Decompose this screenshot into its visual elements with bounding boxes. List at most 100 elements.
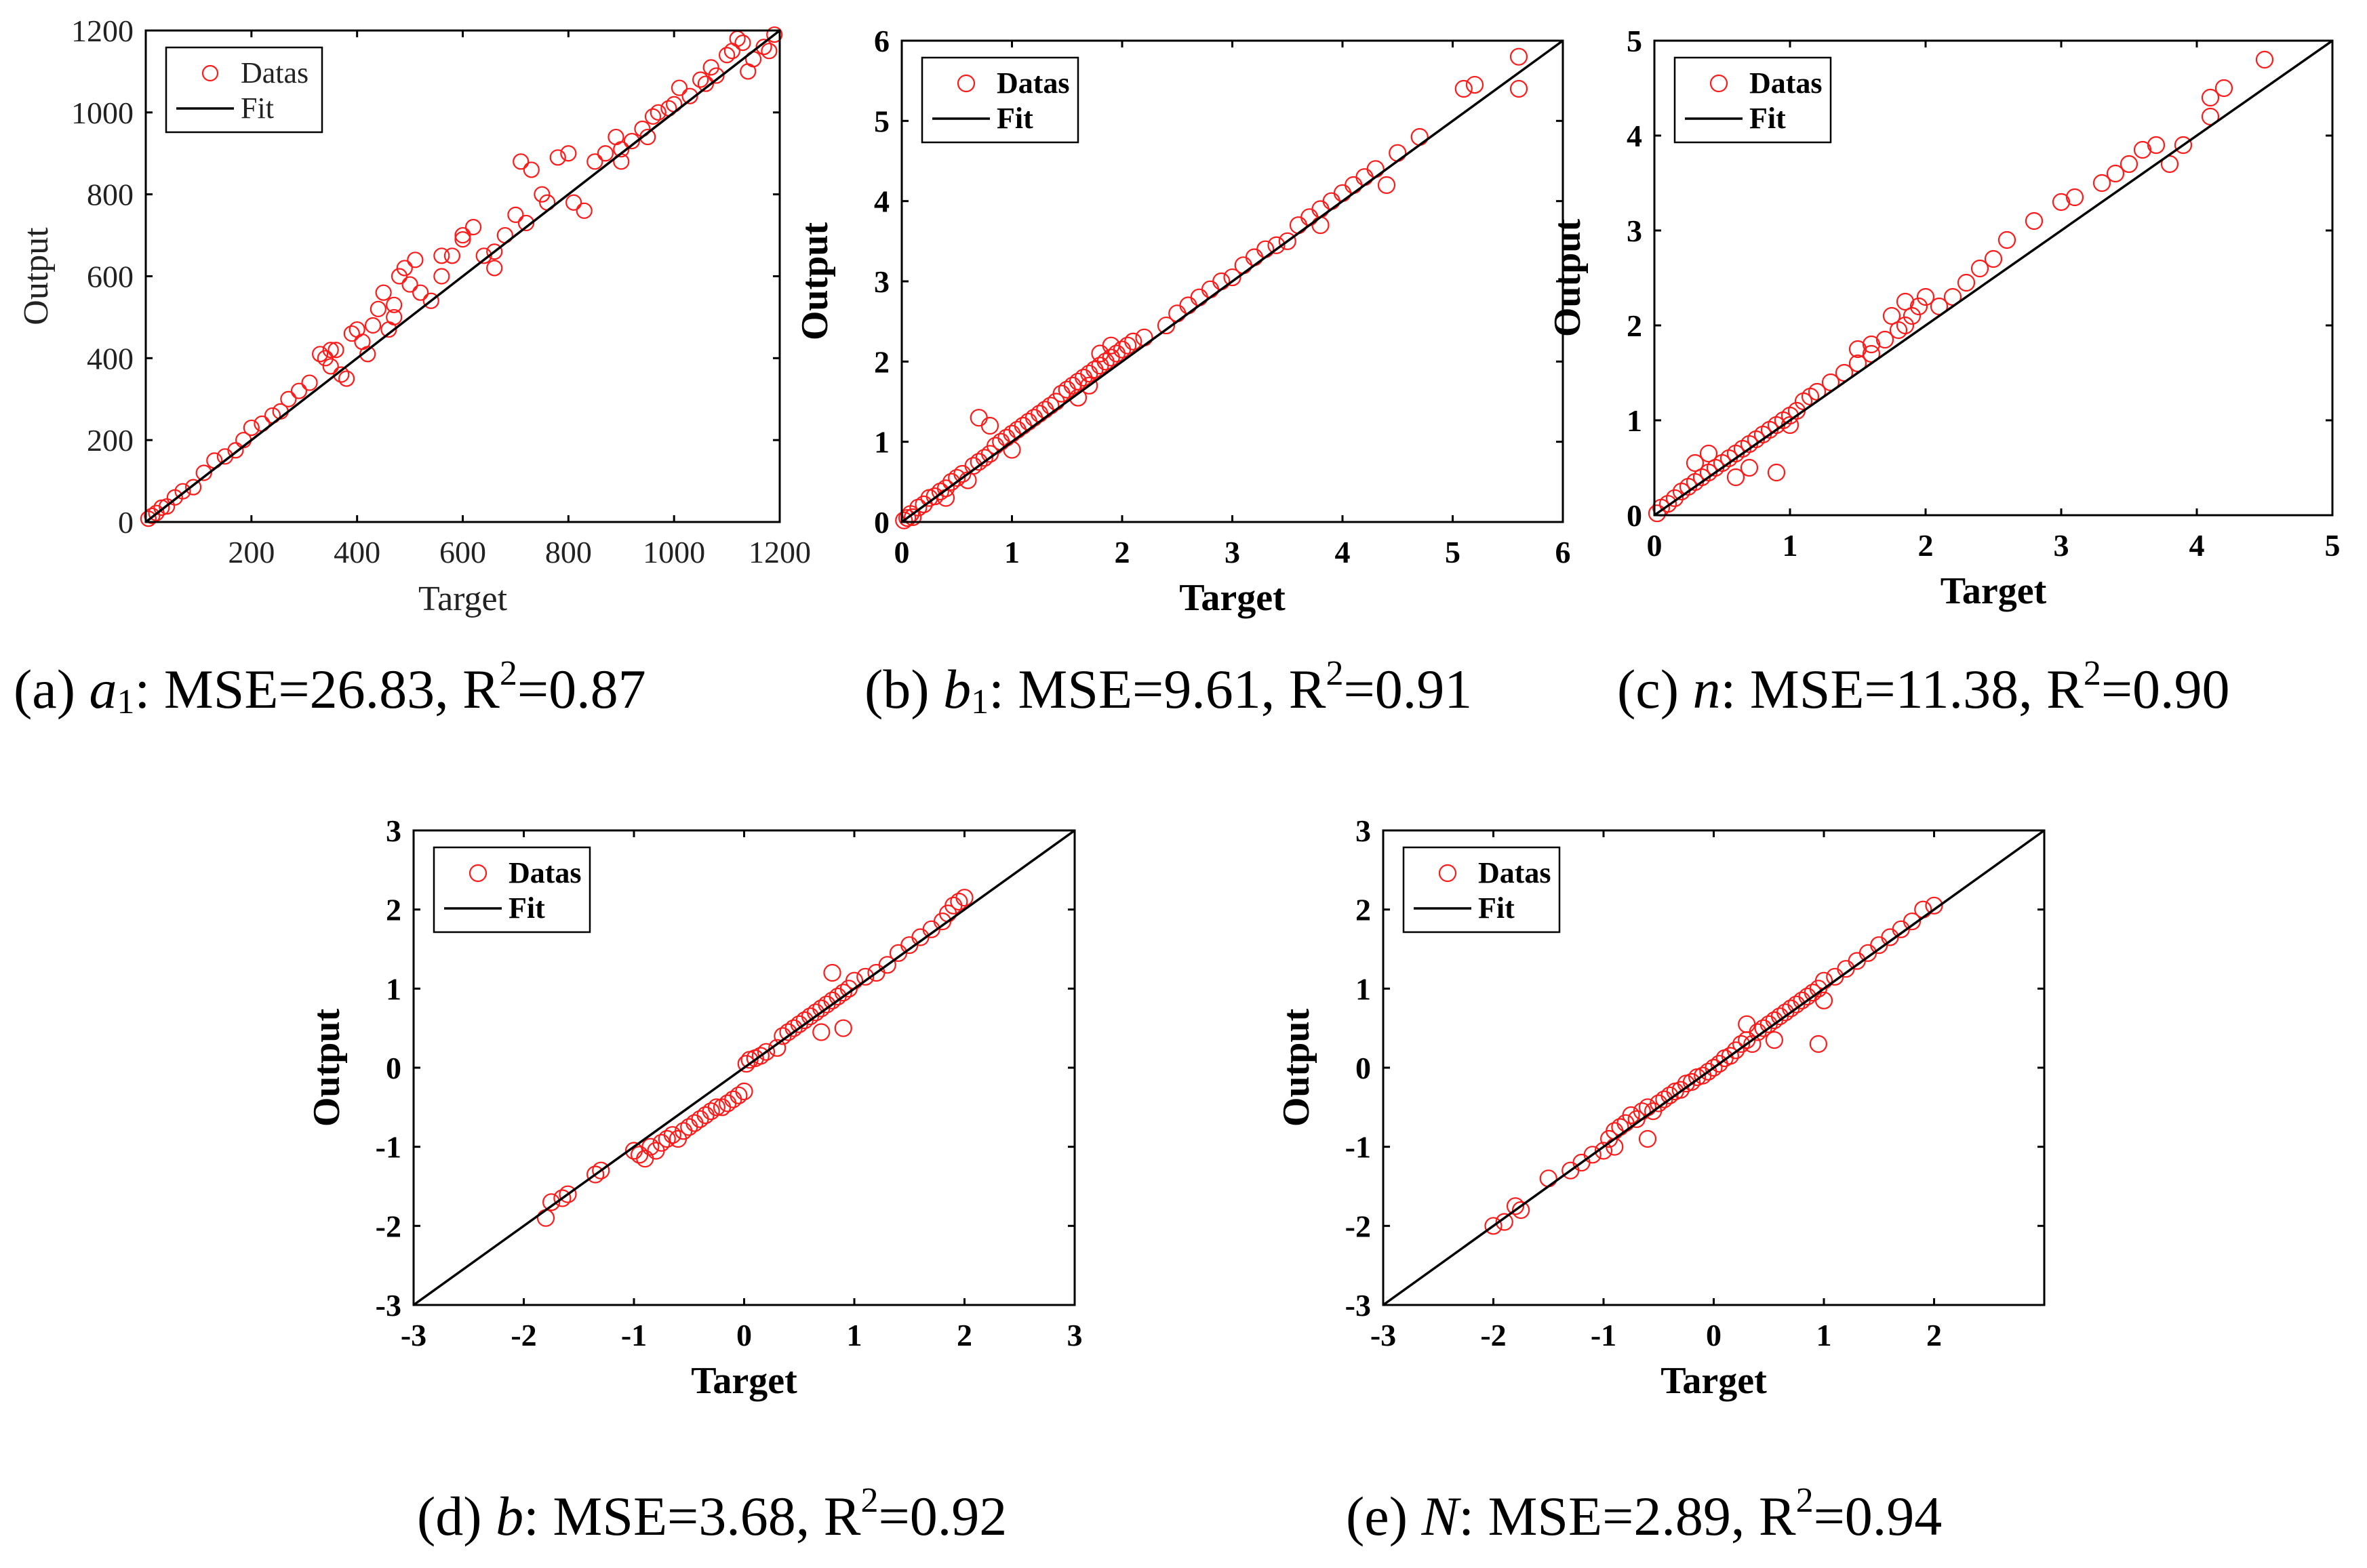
data-point <box>708 67 725 84</box>
y-tick-label: 0 <box>386 1051 401 1085</box>
data-point <box>586 1165 605 1184</box>
y-tick-label: 0 <box>1355 1051 1371 1085</box>
data-point <box>1743 1034 1762 1053</box>
data-point <box>2120 155 2139 174</box>
data-point <box>370 300 386 317</box>
data-point <box>1484 1217 1503 1235</box>
data-point <box>1539 1169 1557 1188</box>
data-point <box>2133 140 2152 159</box>
legend-marker-datas <box>469 864 488 883</box>
x-tick-label: 0 <box>736 1318 752 1352</box>
data-point <box>1014 416 1032 435</box>
data-point <box>2147 136 2166 155</box>
data-point <box>755 39 772 56</box>
y-tick-label: 0 <box>874 505 890 540</box>
data-point <box>227 442 244 459</box>
data-point <box>1896 292 1915 311</box>
data-point <box>671 79 688 96</box>
data-point <box>1223 268 1241 287</box>
y-tick-label: -3 <box>1345 1288 1371 1323</box>
data-point <box>1726 1041 1745 1060</box>
y-axis-label: Output <box>1275 1009 1317 1127</box>
data-point <box>1705 1058 1723 1077</box>
data-point <box>407 252 424 268</box>
data-point <box>343 325 360 342</box>
data-point <box>1686 454 1705 473</box>
data-point <box>1300 208 1319 226</box>
data-point <box>1583 1146 1602 1164</box>
data-point <box>1113 340 1132 359</box>
data-point <box>1019 412 1037 431</box>
data-point <box>931 482 949 501</box>
data-point <box>1848 340 1867 359</box>
data-point <box>560 145 577 162</box>
fit-line <box>900 39 1564 523</box>
data-point <box>1031 405 1049 423</box>
data-point <box>1069 388 1088 407</box>
data-point <box>1903 912 1922 931</box>
data-point <box>549 149 566 166</box>
data-point <box>317 350 334 367</box>
data-point <box>559 1185 577 1203</box>
data-point <box>1333 184 1352 202</box>
data-point <box>1658 495 1677 513</box>
x-tick-label: -1 <box>621 1318 647 1352</box>
fit-line <box>144 29 781 523</box>
y-tick-label: 3 <box>1355 813 1371 848</box>
data-point <box>1008 420 1027 439</box>
y-tick-label: 4 <box>874 184 890 219</box>
x-tick-label: -3 <box>401 1318 426 1352</box>
data-point <box>734 35 751 52</box>
data-point <box>1495 1213 1513 1231</box>
data-point <box>1896 316 1915 335</box>
data-point <box>1767 463 1786 482</box>
x-tick-label: 2 <box>1926 1318 1942 1352</box>
legend-marker-datas <box>1709 74 1728 93</box>
y-tick-label: 3 <box>1627 214 1642 248</box>
x-tick-label: 3 <box>2054 528 2069 563</box>
x-axis-label: Target <box>1941 570 2047 612</box>
x-tick-label: 0 <box>1706 1318 1722 1352</box>
data-point <box>1909 297 1928 316</box>
legend-box <box>433 846 591 933</box>
data-point <box>898 508 917 527</box>
data-point <box>359 346 376 363</box>
caption-a: (a) a1: MSE=26.83, R2=0.87 <box>14 654 646 721</box>
legend-label-datas: Datas <box>509 856 582 889</box>
data-point <box>1765 1031 1783 1049</box>
x-tick-label: 1 <box>847 1318 862 1352</box>
data-point <box>641 1138 660 1156</box>
data-point <box>895 511 913 529</box>
y-tick-label: 800 <box>87 178 134 212</box>
y-axis-label: Output <box>794 222 836 341</box>
data-point <box>2201 88 2220 107</box>
y-tick-label: 2 <box>386 893 401 927</box>
data-point <box>757 1043 776 1061</box>
x-tick-label: 0 <box>894 535 910 569</box>
data-point <box>464 218 482 236</box>
y-tick-label: 1 <box>386 971 401 1006</box>
data-point <box>950 892 968 911</box>
data-point <box>1660 1086 1679 1104</box>
data-point <box>1135 328 1153 346</box>
x-axis-label: Target <box>1179 577 1286 619</box>
data-point <box>185 479 202 496</box>
y-tick-label: 1200 <box>71 14 134 48</box>
data-point <box>322 358 339 375</box>
data-point <box>702 1102 720 1121</box>
data-point <box>766 26 783 43</box>
data-point <box>729 30 746 47</box>
data-point <box>1970 259 1989 278</box>
data-point <box>553 1189 572 1207</box>
data-point <box>730 1086 748 1104</box>
data-point <box>1278 232 1296 250</box>
legend-label-datas: Datas <box>997 66 1070 100</box>
data-point <box>1086 361 1104 379</box>
x-tick-label: 5 <box>1445 535 1460 569</box>
data-point <box>565 194 582 211</box>
data-point <box>1509 79 1528 98</box>
data-point <box>696 1106 715 1125</box>
data-point <box>1454 79 1473 98</box>
fit-line <box>412 829 1076 1306</box>
